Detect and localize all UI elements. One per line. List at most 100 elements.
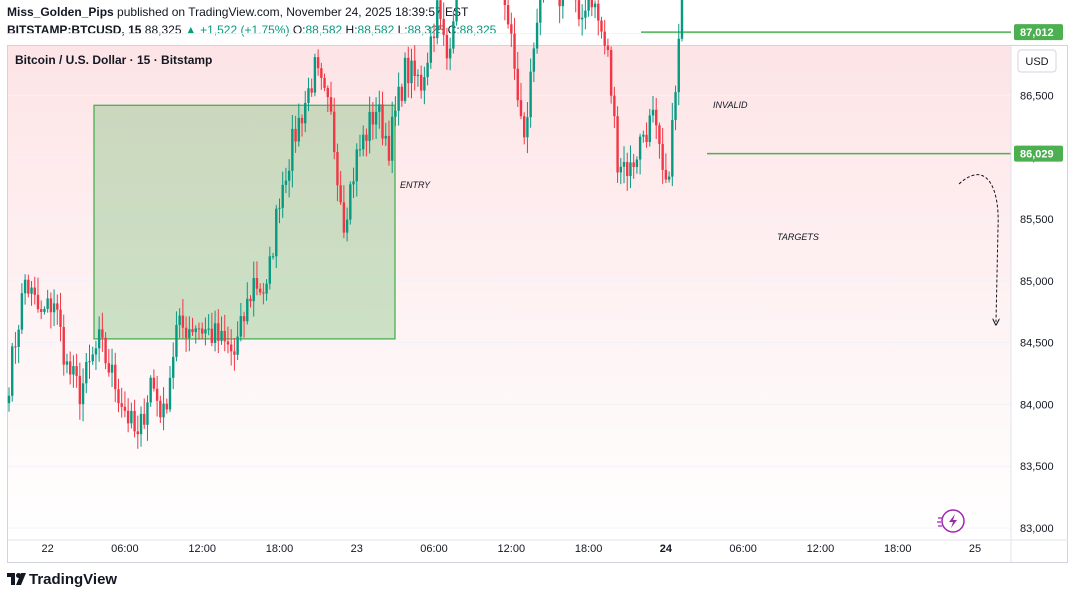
candle-body xyxy=(252,278,255,302)
candle-body xyxy=(146,402,149,425)
candle-body xyxy=(262,292,265,294)
x-tick-label: 23 xyxy=(351,543,363,555)
candle-body xyxy=(645,134,648,143)
y-tick-label: 85,000 xyxy=(1020,276,1054,288)
projection-arrow[interactable] xyxy=(958,174,998,322)
candle-body xyxy=(426,62,429,78)
price-tag xyxy=(1014,24,1063,41)
candle-body xyxy=(149,377,152,403)
candle-body xyxy=(172,356,175,378)
y-tick-label: 83,000 xyxy=(1020,523,1054,535)
candle-body xyxy=(255,278,259,289)
candle-body xyxy=(181,315,185,328)
candle-body xyxy=(104,337,107,364)
candle-body xyxy=(516,68,519,101)
candle-body xyxy=(419,74,423,91)
candle-body xyxy=(349,184,352,220)
candle-body xyxy=(436,0,439,39)
candle-body xyxy=(655,109,658,126)
x-tick-label: 18:00 xyxy=(266,543,294,555)
candle-body xyxy=(635,159,639,168)
candle-body xyxy=(365,134,368,141)
candle-body xyxy=(397,86,400,111)
candle-body xyxy=(152,377,156,389)
candle-body xyxy=(587,0,590,11)
candle-body xyxy=(597,3,600,21)
candle-body xyxy=(329,97,333,112)
x-tick-label: 12:00 xyxy=(807,543,835,555)
x-tick-label: 18:00 xyxy=(884,543,912,555)
candle-body xyxy=(368,111,371,141)
candle-body xyxy=(88,361,91,363)
y-tick-label: 86,500 xyxy=(1020,90,1054,102)
publish-info: Miss_Golden_Pips published on TradingVie… xyxy=(7,5,468,19)
candle-body xyxy=(297,117,300,142)
price-tag-text: 87,012 xyxy=(1020,27,1054,39)
candle-body xyxy=(114,364,117,390)
candle-body xyxy=(374,111,378,125)
candle-body xyxy=(242,316,246,322)
candle-body xyxy=(577,0,581,20)
candle-body xyxy=(345,219,349,233)
candle-body xyxy=(101,329,104,338)
candle-body xyxy=(136,431,139,435)
candle-body xyxy=(33,287,36,295)
candle-body xyxy=(94,348,98,355)
candle-body xyxy=(590,0,594,8)
candle-body xyxy=(49,298,53,313)
candle-body xyxy=(62,326,65,365)
x-tick-label: 18:00 xyxy=(575,543,603,555)
x-tick-label: 06:00 xyxy=(420,543,448,555)
candle-body xyxy=(613,95,616,117)
candle-body xyxy=(448,48,452,59)
candle-body xyxy=(175,324,178,357)
candle-body xyxy=(304,102,307,124)
currency-button[interactable]: USD xyxy=(1017,49,1057,73)
candle-body xyxy=(85,361,88,384)
x-tick-label: 22 xyxy=(42,543,54,555)
candle-body xyxy=(191,329,194,333)
tradingview-logo[interactable]: TradingView xyxy=(7,571,117,588)
candle-body xyxy=(123,406,127,411)
candle-body xyxy=(394,110,397,117)
candle-body xyxy=(30,287,33,294)
candle-body xyxy=(378,104,381,112)
candle-body xyxy=(667,176,671,180)
candle-body xyxy=(278,207,281,209)
candle-body xyxy=(23,279,27,294)
candle-body xyxy=(558,0,561,7)
candle-body xyxy=(201,328,204,334)
publish-text: published on TradingView.com, November 2… xyxy=(117,5,469,19)
x-tick-label: 25 xyxy=(969,543,981,555)
candle-body xyxy=(68,361,72,375)
candle-body xyxy=(14,346,17,348)
candle-body xyxy=(674,92,677,120)
candle-body xyxy=(130,410,133,424)
candle-body xyxy=(197,328,201,330)
candle-body xyxy=(390,116,394,161)
candle-body xyxy=(400,86,404,101)
candle-body xyxy=(381,104,384,139)
candle-body xyxy=(258,288,262,293)
candle-body xyxy=(387,135,391,161)
candle-body xyxy=(310,88,313,93)
candle-body xyxy=(36,294,40,310)
candle-body xyxy=(362,134,365,150)
author-name[interactable]: Miss_Golden_Pips xyxy=(7,5,114,19)
candle-body xyxy=(416,74,420,76)
candle-body xyxy=(133,410,136,432)
candle-body xyxy=(671,119,674,177)
invalid-annotation: INVALID xyxy=(713,100,748,110)
candle-body xyxy=(661,144,664,170)
candle-body xyxy=(110,364,114,373)
candle-body xyxy=(165,403,168,410)
candle-body xyxy=(529,71,532,118)
candle-body xyxy=(126,410,130,424)
lightning-icon[interactable] xyxy=(937,509,965,533)
candle-body xyxy=(226,341,230,345)
candle-body xyxy=(120,403,123,407)
candle-body xyxy=(452,21,455,49)
candle-body xyxy=(326,87,329,98)
candle-body xyxy=(207,328,210,330)
